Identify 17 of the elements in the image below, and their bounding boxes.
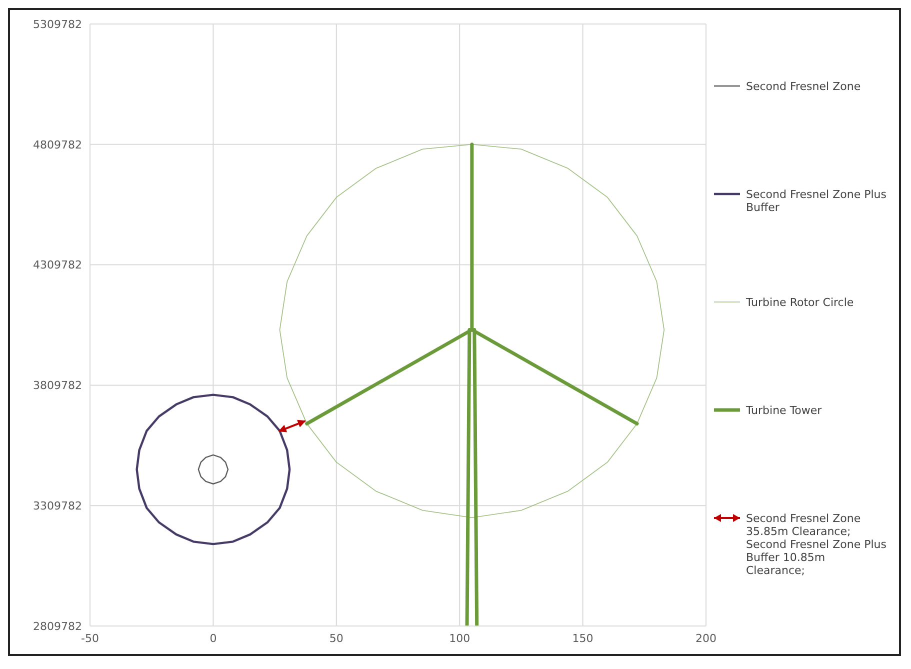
y-tick-label: 2809782 — [33, 620, 82, 633]
x-tick-label: 0 — [210, 632, 217, 645]
y-tick-label: 3809782 — [33, 379, 82, 392]
legend-label: Turbine Rotor Circle — [746, 296, 854, 309]
legend-label: Second Fresnel Zone 35.85m Clearance; Second Fresnel Zone Plus Buffer 10.85m Clearance; — [746, 512, 887, 577]
y-tick-label: 4809782 — [33, 138, 82, 152]
y-tick-label: 5309782 — [33, 18, 82, 31]
x-tick-label: 200 — [696, 632, 716, 645]
legend-label: Second Fresnel Zone Plus Buffer — [746, 188, 887, 214]
legend-label: Turbine Tower — [746, 404, 822, 417]
legend-label: Second Fresnel Zone — [746, 80, 861, 93]
x-tick-label: 50 — [329, 632, 344, 645]
y-tick-label: 4309782 — [33, 258, 82, 272]
x-tick-label: 150 — [572, 632, 594, 645]
x-tick-label: 100 — [449, 632, 470, 645]
y-tick-label: 3309782 — [33, 500, 82, 513]
x-tick-label: -50 — [81, 632, 99, 645]
